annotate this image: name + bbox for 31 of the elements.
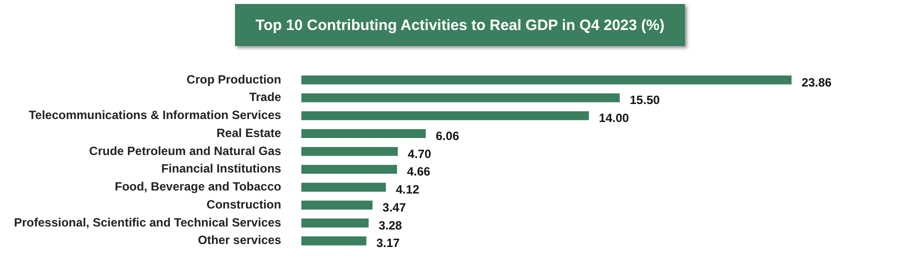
data-label: 23.86 <box>802 75 832 90</box>
y-tick-label: Other services <box>198 233 282 248</box>
y-tick-label: Food, Beverage and Tobacco <box>114 180 282 194</box>
data-label: 6.06 <box>436 128 460 143</box>
data-label: 3.28 <box>378 218 402 232</box>
bar <box>301 93 620 102</box>
data-label: 4.12 <box>396 182 420 197</box>
chart-title: Top 10 Contributing Activities to Real GDP in Q4 2023 (%) <box>235 4 685 46</box>
bar <box>301 164 397 174</box>
data-label: 3.47 <box>382 200 406 214</box>
bar <box>301 129 426 138</box>
y-tick-label: Construction <box>206 197 282 212</box>
bar <box>301 75 792 84</box>
y-tick-label: Professional, Scientific and Technical Services <box>14 215 282 230</box>
y-tick-label: Real Estate <box>216 126 282 140</box>
y-tick-label: Trade <box>249 90 282 104</box>
y-tick-label: Crop Production <box>186 72 282 86</box>
bar <box>301 200 373 210</box>
data-label: 4.66 <box>406 164 431 179</box>
y-tick-label: Crude Petroleum and Natural Gas <box>89 144 282 158</box>
data-label: 14.00 <box>598 111 630 126</box>
data-label: 15.50 <box>630 93 660 108</box>
data-label: 4.70 <box>408 146 432 161</box>
bar <box>301 111 589 120</box>
y-tick-label: Financial Institutions <box>161 162 282 176</box>
data-label: 3.17 <box>376 236 400 250</box>
bar <box>301 236 366 246</box>
bar <box>301 146 398 156</box>
bar <box>301 182 386 192</box>
y-tick-label: Telecommunications & Information Services <box>28 108 282 122</box>
bar <box>301 218 369 228</box>
